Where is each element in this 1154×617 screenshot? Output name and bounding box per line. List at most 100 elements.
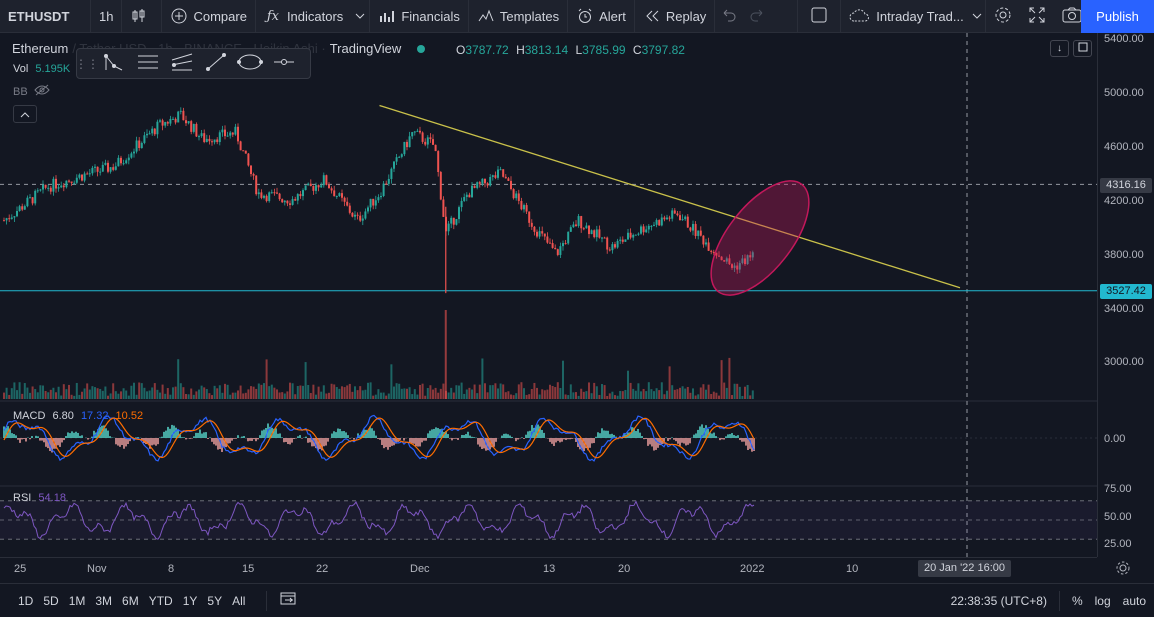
candle-body <box>312 185 315 191</box>
chart-settings-button[interactable] <box>1115 560 1131 579</box>
range-6m[interactable]: 6M <box>122 593 139 608</box>
range-5d[interactable]: 5D <box>43 593 59 608</box>
macd-histogram-bar <box>373 430 375 438</box>
trend-line-tool[interactable] <box>199 49 233 78</box>
candle-body <box>673 210 676 214</box>
horizontal-ray-tool[interactable] <box>267 49 301 78</box>
goto-date-button[interactable] <box>279 591 297 610</box>
macd-histogram-bar <box>43 438 45 443</box>
range-all[interactable]: All <box>232 593 246 608</box>
vol-key: Vol <box>13 63 29 75</box>
range-1d[interactable]: 1D <box>18 593 34 608</box>
volume-bar <box>169 394 172 399</box>
price-axis[interactable]: 5400.00 5000.00 4600.00 4200.00 3800.00 … <box>1097 33 1154 557</box>
drag-handle-icon[interactable]: ⋮⋮ <box>75 56 99 71</box>
compare-button[interactable]: Compare <box>162 0 254 33</box>
interval-button[interactable]: 1h <box>99 8 114 24</box>
volume-bar <box>382 392 385 399</box>
triangle-pattern-tool[interactable] <box>97 49 131 78</box>
range-ytd[interactable]: YTD <box>148 593 173 608</box>
range-3m[interactable]: 3M <box>95 593 113 608</box>
indicators-dropdown[interactable] <box>351 0 369 33</box>
financials-button[interactable]: Financials <box>370 0 468 33</box>
settings-button[interactable] <box>986 0 1020 33</box>
publish-button[interactable]: Publish <box>1081 0 1154 33</box>
price-tick: 3000.00 <box>1104 356 1144 368</box>
maximize-pane-button[interactable] <box>1073 40 1092 57</box>
price-chart[interactable] <box>0 33 1097 557</box>
macd-histogram-bar <box>363 429 365 438</box>
fib-channel-tool[interactable] <box>165 49 199 78</box>
macd-histogram-bar <box>209 437 211 438</box>
candle-body <box>273 192 276 194</box>
percent-toggle[interactable]: % <box>1071 594 1083 608</box>
range-1y[interactable]: 1Y <box>182 593 198 608</box>
macd-histogram-bar <box>465 434 467 438</box>
rsi-line <box>3 500 755 540</box>
volume-bar <box>512 395 515 399</box>
layout-name-button[interactable]: Intraday Trad... <box>841 0 985 33</box>
clock-label[interactable]: 22:38:35 (UTC+8) <box>950 594 1047 608</box>
volume-bar <box>322 385 325 399</box>
eye-crossed-icon[interactable] <box>34 84 50 99</box>
macd-histogram-bar <box>587 438 589 451</box>
macd-histogram-bar <box>607 430 609 438</box>
indicators-label: Indicators <box>286 8 344 24</box>
trendline-drawing <box>379 104 961 289</box>
ellipse-tool[interactable] <box>233 49 267 78</box>
macd-histogram-bar <box>235 438 237 439</box>
log-toggle[interactable]: log <box>1094 594 1111 608</box>
candle-body <box>681 219 684 221</box>
macd-histogram-bar <box>37 436 39 438</box>
parallel-lines-tool[interactable] <box>131 49 165 78</box>
candle-body <box>372 198 375 206</box>
time-axis[interactable]: 25 Nov 8 15 22 Dec 13 20 2022 10 20 Jan … <box>0 557 1097 579</box>
volume-bar <box>629 382 632 399</box>
volume-bar <box>499 383 502 399</box>
fullscreen-button[interactable] <box>1020 0 1054 33</box>
macd-histogram-bar <box>381 438 383 445</box>
candle-body <box>107 162 109 172</box>
candle-body <box>655 220 658 225</box>
collapse-legend-button[interactable] <box>13 105 37 123</box>
volume-bar <box>679 387 681 399</box>
auto-toggle[interactable]: auto <box>1122 594 1146 608</box>
range-1m[interactable]: 1M <box>68 593 86 608</box>
volume-bar <box>190 388 193 399</box>
alert-button[interactable]: Alert <box>568 0 634 33</box>
macd-histogram-bar <box>193 436 195 438</box>
bb-legend[interactable]: BB <box>13 84 50 99</box>
macd-histogram-bar <box>665 437 667 438</box>
layout-select-button[interactable] <box>798 0 840 33</box>
redo-button[interactable] <box>743 0 771 33</box>
candle-body <box>42 184 44 190</box>
symbol-search[interactable]: ETHUSDT <box>8 8 70 24</box>
volume-bar <box>689 392 692 399</box>
fullscreen-icon <box>1028 6 1046 27</box>
range-5y[interactable]: 5Y <box>207 593 223 608</box>
macd-histogram-bar <box>527 431 529 438</box>
candle-body <box>705 242 707 245</box>
templates-button[interactable]: Templates <box>469 0 567 33</box>
indicators-button[interactable]: ƒx Indicators <box>256 0 351 33</box>
volume-bar <box>112 383 115 399</box>
chart-style-button[interactable] <box>122 0 161 33</box>
replay-button[interactable]: Replay <box>635 0 714 33</box>
volume-bar <box>213 385 216 399</box>
macd-histogram-bar <box>81 435 83 438</box>
candle-body <box>702 235 705 245</box>
macd-histogram-bar <box>707 428 709 438</box>
macd-histogram-bar <box>673 438 675 440</box>
candle-body <box>455 219 458 225</box>
macd-histogram-bar <box>71 431 73 438</box>
volume-bar <box>120 391 122 399</box>
volume-bar <box>42 385 44 399</box>
undo-button[interactable] <box>715 0 743 33</box>
macd-histogram-bar <box>343 431 345 438</box>
scroll-to-latest-button[interactable]: ↓ <box>1050 40 1069 57</box>
candle-body <box>616 240 619 248</box>
calendar-range-icon <box>279 592 297 610</box>
volume-bar <box>437 392 440 399</box>
volume-bar <box>107 395 109 399</box>
chart-area[interactable] <box>0 33 1097 557</box>
